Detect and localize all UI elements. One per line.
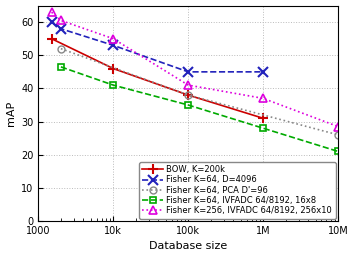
BOW, K=200k [50,37,54,40]
BOW, K=200k [261,117,265,120]
Fisher K=64, IVFADC 64/8192, 16x8 [186,104,190,107]
Fisher K=64, PCA D'=96 [336,133,340,136]
Fisher K=64, IVFADC 64/8192, 16x8 [336,150,340,153]
Line: BOW, K=200k: BOW, K=200k [47,34,268,123]
Fisher K=64, IVFADC 64/8192, 16x8 [111,84,115,87]
Line: Fisher K=64, PCA D'=96: Fisher K=64, PCA D'=96 [57,45,342,138]
Fisher K=256, IVFADC 64/8192, 256x10 [261,97,265,100]
Fisher K=64, D=4096 [186,70,190,74]
Fisher K=256, IVFADC 64/8192, 256x10 [50,11,54,14]
Fisher K=256, IVFADC 64/8192, 256x10 [336,125,340,128]
Fisher K=64, D=4096 [59,27,63,30]
Fisher K=64, D=4096 [261,70,265,74]
Fisher K=64, D=4096 [50,21,54,24]
Fisher K=256, IVFADC 64/8192, 256x10 [111,37,115,40]
Fisher K=64, PCA D'=96 [59,47,63,50]
X-axis label: Database size: Database size [149,241,227,251]
BOW, K=200k [111,67,115,70]
Fisher K=64, IVFADC 64/8192, 16x8 [261,127,265,130]
Fisher K=64, D=4096 [111,44,115,47]
Fisher K=64, IVFADC 64/8192, 16x8 [59,65,63,68]
Line: Fisher K=64, D=4096: Fisher K=64, D=4096 [47,17,268,77]
Legend: BOW, K=200k, Fisher K=64, D=4096, Fisher K=64, PCA D'=96, Fisher K=64, IVFADC 64: BOW, K=200k, Fisher K=64, D=4096, Fisher… [139,162,336,218]
Fisher K=64, PCA D'=96 [186,94,190,97]
Line: Fisher K=64, IVFADC 64/8192, 16x8: Fisher K=64, IVFADC 64/8192, 16x8 [57,63,342,155]
Line: Fisher K=256, IVFADC 64/8192, 256x10: Fisher K=256, IVFADC 64/8192, 256x10 [47,8,342,131]
Fisher K=256, IVFADC 64/8192, 256x10 [186,84,190,87]
BOW, K=200k [186,94,190,97]
Y-axis label: mAP: mAP [6,101,16,126]
Fisher K=256, IVFADC 64/8192, 256x10 [59,19,63,22]
